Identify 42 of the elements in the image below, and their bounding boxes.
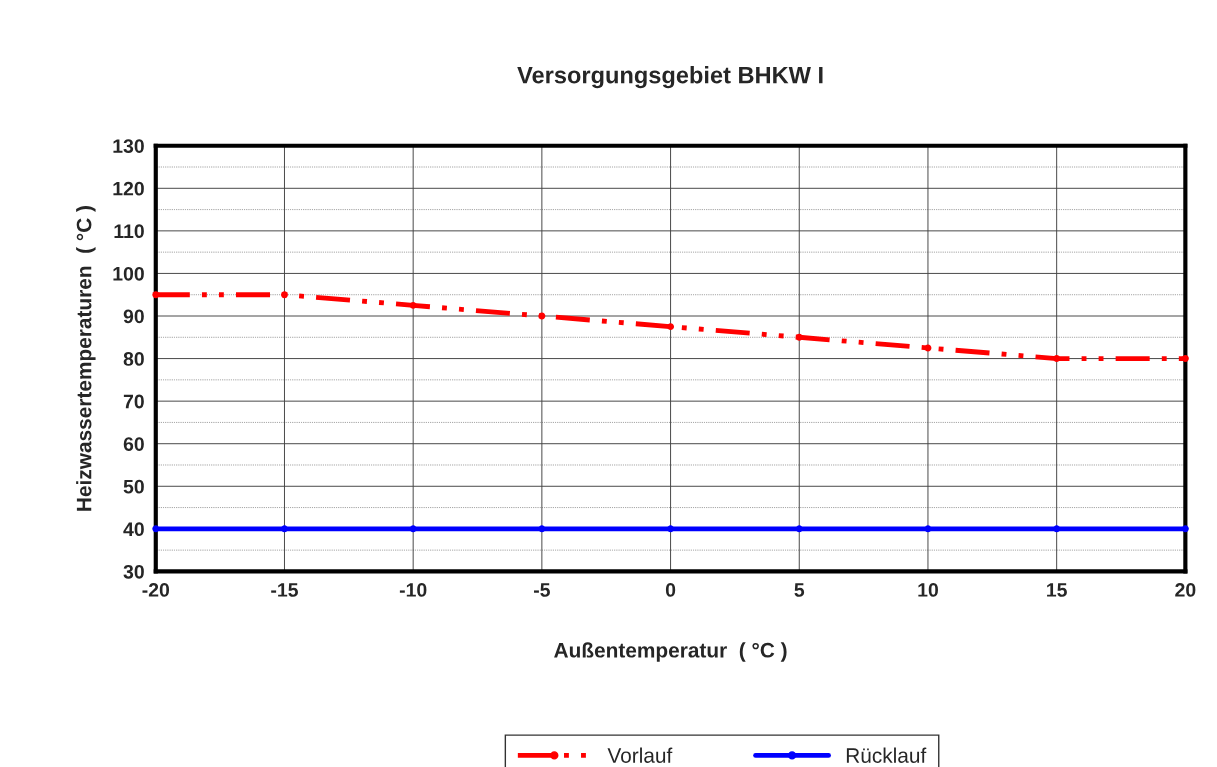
x-tick-label: 5 (794, 583, 805, 597)
y-tick-label: 90 (123, 309, 144, 324)
x-tick-label: -10 (399, 583, 427, 597)
point (1181, 355, 1189, 363)
x-tick-label: -20 (142, 583, 170, 597)
x-axis-title: Außentemperatur ( °C ) (554, 642, 787, 662)
y-tick-label: 40 (123, 522, 144, 537)
y-tick-label: 80 (123, 352, 144, 366)
point (795, 525, 803, 533)
point (667, 323, 675, 331)
point (409, 525, 417, 533)
point (281, 291, 288, 299)
point (1053, 355, 1061, 363)
point (1053, 525, 1061, 533)
point (538, 525, 546, 533)
point (152, 291, 160, 299)
point (667, 525, 675, 533)
x-tick-label: 0 (665, 583, 676, 597)
point (152, 525, 160, 533)
legend-label: Rücklauf (846, 747, 927, 763)
point (409, 301, 417, 309)
point (795, 333, 803, 341)
point (924, 525, 932, 533)
chart-title: Versorgungsgebiet BHKW I (517, 66, 823, 89)
x-tick-label: 20 (1175, 583, 1196, 597)
x-tick-label: 15 (1047, 583, 1067, 597)
x-tick-label: 10 (918, 583, 938, 597)
y-tick-label: 130 (113, 139, 144, 153)
y-tick-label: 100 (113, 266, 144, 281)
x-tick-label: -5 (533, 583, 550, 597)
point (1181, 525, 1189, 533)
y-tick-label: 30 (123, 564, 144, 579)
y-tick-label: 120 (113, 181, 144, 196)
y-tick-label: 110 (114, 224, 144, 239)
point (538, 312, 546, 320)
y-tick-label: 60 (123, 437, 144, 451)
y-axis-title: Heizwassertemperaturen ( °C ) (76, 206, 96, 511)
x-tick-label: -15 (271, 583, 298, 597)
y-tick-label: 50 (123, 479, 144, 494)
y-tick-label: 70 (123, 394, 144, 409)
point (281, 525, 288, 533)
legend-label: Vorlauf (607, 747, 673, 763)
